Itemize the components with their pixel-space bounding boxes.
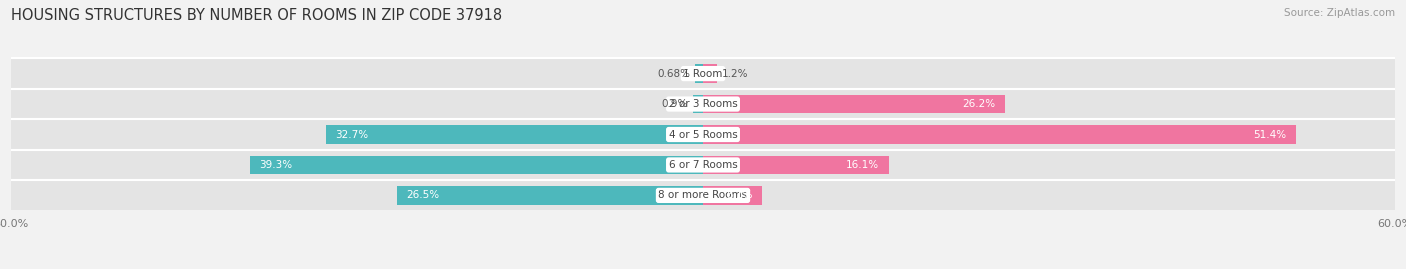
Text: 1.2%: 1.2%	[721, 69, 748, 79]
Bar	[11, 59, 1395, 88]
Bar	[11, 150, 1395, 180]
Text: HOUSING STRUCTURES BY NUMBER OF ROOMS IN ZIP CODE 37918: HOUSING STRUCTURES BY NUMBER OF ROOMS IN…	[11, 8, 502, 23]
Bar	[695, 64, 703, 83]
Text: 0.68%: 0.68%	[658, 69, 690, 79]
Text: 4 or 5 Rooms: 4 or 5 Rooms	[669, 129, 737, 140]
Bar	[703, 186, 762, 205]
Text: Source: ZipAtlas.com: Source: ZipAtlas.com	[1284, 8, 1395, 18]
Bar	[250, 155, 703, 174]
Bar	[11, 89, 1395, 119]
Bar	[398, 186, 703, 205]
Text: 5.1%: 5.1%	[725, 190, 752, 200]
Text: 6 or 7 Rooms: 6 or 7 Rooms	[669, 160, 737, 170]
Text: 39.3%: 39.3%	[259, 160, 292, 170]
Text: 2 or 3 Rooms: 2 or 3 Rooms	[669, 99, 737, 109]
Text: 16.1%: 16.1%	[846, 160, 879, 170]
Text: 32.7%: 32.7%	[335, 129, 368, 140]
Bar	[703, 125, 1295, 144]
Text: 26.5%: 26.5%	[406, 190, 440, 200]
Bar	[703, 64, 717, 83]
Bar	[693, 95, 703, 114]
Text: 8 or more Rooms: 8 or more Rooms	[658, 190, 748, 200]
Text: 1 Room: 1 Room	[683, 69, 723, 79]
Bar	[11, 120, 1395, 149]
Bar	[11, 181, 1395, 210]
Text: 0.9%: 0.9%	[662, 99, 688, 109]
Text: 51.4%: 51.4%	[1253, 129, 1286, 140]
Bar	[703, 95, 1005, 114]
Bar	[703, 155, 889, 174]
Text: 26.2%: 26.2%	[963, 99, 995, 109]
Bar	[326, 125, 703, 144]
